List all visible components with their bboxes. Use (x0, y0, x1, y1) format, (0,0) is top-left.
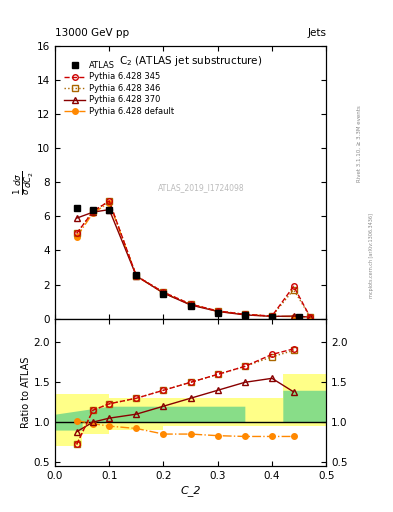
Text: mcplots.cern.ch [arXiv:1306.3436]: mcplots.cern.ch [arXiv:1306.3436] (369, 214, 374, 298)
Text: Rivet 3.1.10, ≥ 3.3M events: Rivet 3.1.10, ≥ 3.3M events (357, 105, 362, 182)
Text: ATLAS_2019_I1724098: ATLAS_2019_I1724098 (158, 183, 245, 193)
Y-axis label: $\frac{1}{\sigma}\frac{d\sigma}{dC_2}$: $\frac{1}{\sigma}\frac{d\sigma}{dC_2}$ (12, 170, 35, 195)
Text: C$_2$ (ATLAS jet substructure): C$_2$ (ATLAS jet substructure) (119, 54, 262, 68)
Text: 13000 GeV pp: 13000 GeV pp (55, 28, 129, 38)
Text: Jets: Jets (307, 28, 326, 38)
Y-axis label: Ratio to ATLAS: Ratio to ATLAS (21, 356, 31, 428)
X-axis label: C_2: C_2 (180, 485, 201, 496)
Legend: ATLAS, Pythia 6.428 345, Pythia 6.428 346, Pythia 6.428 370, Pythia 6.428 defaul: ATLAS, Pythia 6.428 345, Pythia 6.428 34… (62, 58, 177, 118)
